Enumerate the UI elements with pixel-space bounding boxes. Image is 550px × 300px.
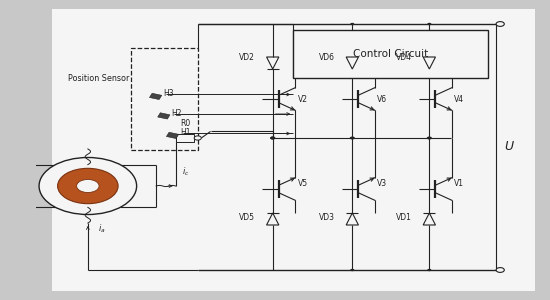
Text: VD4: VD4: [396, 53, 412, 62]
Circle shape: [350, 23, 354, 25]
Text: $i_b$: $i_b$: [0, 166, 1, 178]
Bar: [131, 48, 198, 150]
Text: VD3: VD3: [319, 214, 335, 223]
Bar: [175, 134, 194, 142]
Circle shape: [496, 268, 504, 272]
Bar: [158, 113, 170, 119]
Text: V3: V3: [377, 179, 388, 188]
Circle shape: [350, 136, 355, 140]
Circle shape: [427, 136, 432, 140]
Bar: [167, 132, 179, 139]
Text: VD1: VD1: [396, 214, 412, 223]
Text: VD2: VD2: [239, 53, 255, 62]
Circle shape: [39, 158, 136, 214]
Circle shape: [496, 22, 504, 26]
Text: Control Circuit: Control Circuit: [353, 49, 428, 59]
Text: $i_a$: $i_a$: [98, 223, 106, 235]
Bar: [293, 30, 488, 78]
Text: V1: V1: [454, 179, 464, 188]
Text: Position Sensor: Position Sensor: [68, 74, 129, 83]
Text: VD5: VD5: [239, 214, 255, 223]
Circle shape: [350, 269, 354, 271]
Text: H2: H2: [172, 109, 182, 118]
Text: $i_c$: $i_c$: [182, 166, 190, 178]
Text: V4: V4: [454, 95, 465, 104]
Circle shape: [427, 269, 431, 271]
Circle shape: [427, 23, 431, 25]
Text: V6: V6: [377, 95, 388, 104]
Circle shape: [270, 136, 276, 140]
Text: R0: R0: [180, 119, 190, 128]
Circle shape: [76, 179, 99, 193]
Text: V5: V5: [298, 179, 308, 188]
Circle shape: [270, 136, 276, 140]
Text: H1: H1: [180, 128, 191, 137]
Text: V2: V2: [298, 95, 308, 104]
Text: U: U: [504, 140, 514, 154]
Text: VD6: VD6: [319, 53, 335, 62]
Circle shape: [58, 168, 118, 204]
Circle shape: [194, 136, 201, 140]
Bar: [150, 93, 162, 100]
Text: H3: H3: [163, 89, 174, 98]
